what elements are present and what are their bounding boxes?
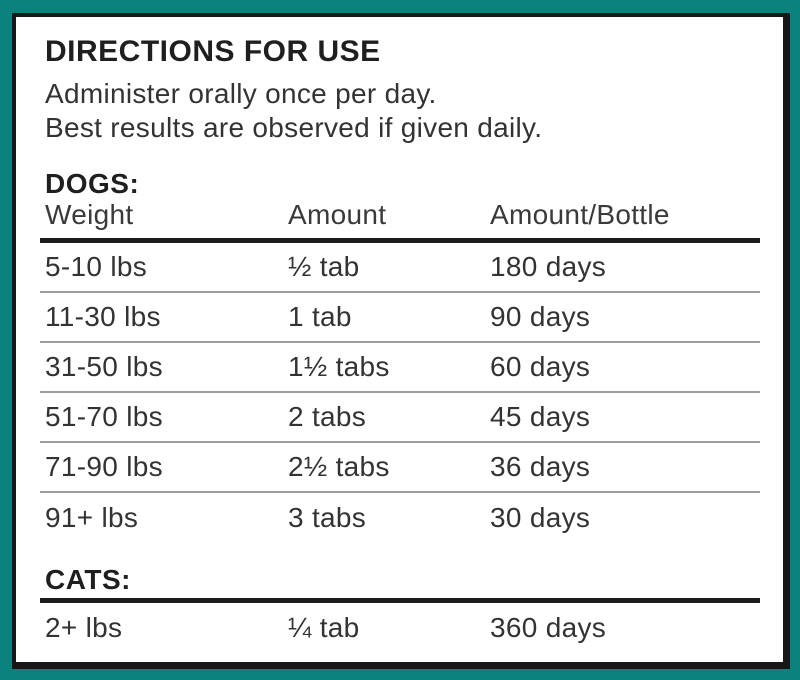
amount-cell: 3 tabs xyxy=(288,502,367,533)
directions-panel: DIRECTIONS FOR USE Administer orally onc… xyxy=(12,13,790,669)
weight-cell: 31-50 lbs xyxy=(45,351,163,382)
amount-per-bottle-cell: 60 days xyxy=(490,351,591,382)
table-row: 71-90 lbs 2½ tabs 36 days xyxy=(40,443,760,493)
cats-dosing-table: 2+ lbs ¼ tab 360 days xyxy=(40,603,760,653)
cats-heading: CATS: xyxy=(45,564,131,595)
column-header-weight: Weight xyxy=(45,199,134,230)
amount-per-bottle-cell: 180 days xyxy=(490,251,607,282)
instruction-line-1: Administer orally once per day. xyxy=(45,78,437,109)
amount-cell: 2 tabs xyxy=(288,401,367,432)
table-row: 51-70 lbs 2 tabs 45 days xyxy=(40,393,760,443)
weight-cell: 51-70 lbs xyxy=(45,401,163,432)
amount-per-bottle-cell: 45 days xyxy=(490,401,591,432)
weight-cell: 2+ lbs xyxy=(45,612,123,643)
amount-per-bottle-cell: 30 days xyxy=(490,502,591,533)
amount-per-bottle-cell: 90 days xyxy=(490,301,591,332)
table-row: 91+ lbs 3 tabs 30 days xyxy=(40,493,760,543)
column-header-amount-per-bottle: Amount/Bottle xyxy=(490,199,670,230)
weight-cell: 11-30 lbs xyxy=(45,301,161,332)
column-header-amount: Amount xyxy=(288,199,387,230)
amount-cell: 2½ tabs xyxy=(288,451,390,482)
weight-cell: 71-90 lbs xyxy=(45,451,163,482)
table-row: 31-50 lbs 1½ tabs 60 days xyxy=(40,343,760,393)
cats-header-rule xyxy=(40,598,760,603)
amount-cell: 1½ tabs xyxy=(288,351,390,382)
table-row: 11-30 lbs 1 tab 90 days xyxy=(40,293,760,343)
weight-cell: 5-10 lbs xyxy=(45,251,148,282)
panel-title: DIRECTIONS FOR USE xyxy=(45,35,381,68)
table-row: 5-10 lbs ½ tab 180 days xyxy=(40,243,760,293)
table-row: 2+ lbs ¼ tab 360 days xyxy=(40,603,760,653)
amount-cell: ¼ tab xyxy=(288,612,360,643)
weight-cell: 91+ lbs xyxy=(45,502,139,533)
amount-per-bottle-cell: 36 days xyxy=(490,451,591,482)
amount-per-bottle-cell: 360 days xyxy=(490,612,607,643)
dogs-dosing-table: Weight Amount Amount/Bottle 5-10 lbs ½ t… xyxy=(40,199,760,543)
panel-content: DIRECTIONS FOR USE Administer orally onc… xyxy=(16,17,783,653)
table-header-row: Weight Amount Amount/Bottle xyxy=(40,199,760,243)
amount-cell: ½ tab xyxy=(288,251,360,282)
amount-cell: 1 tab xyxy=(288,301,352,332)
dogs-heading: DOGS: xyxy=(45,168,140,199)
instruction-line-2: Best results are observed if given daily… xyxy=(45,112,543,143)
